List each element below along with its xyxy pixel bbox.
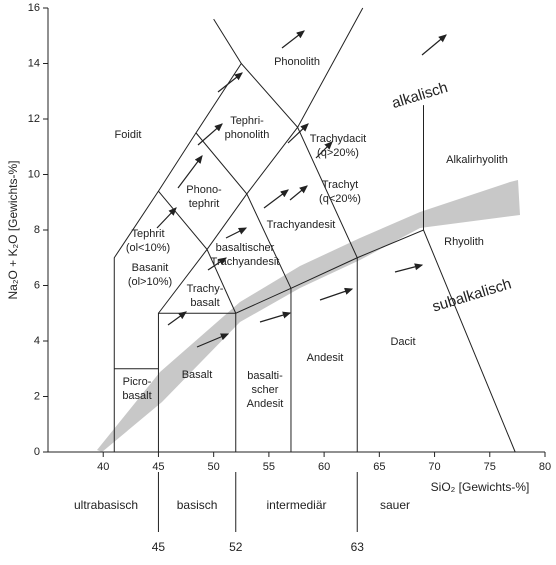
field-boundary bbox=[240, 63, 358, 258]
field-label: Dacit bbox=[390, 336, 415, 348]
field-label: (q>20%) bbox=[317, 147, 359, 159]
field-label: (q<20%) bbox=[319, 193, 361, 205]
field-boundary bbox=[113, 18, 242, 452]
field-label: Picro- bbox=[123, 376, 152, 388]
field-label: scher bbox=[252, 384, 279, 396]
field-label: Phono- bbox=[186, 184, 222, 196]
y-tick-label: 10 bbox=[28, 168, 40, 180]
y-tick-label: 14 bbox=[28, 57, 40, 69]
field-label: Tephrit bbox=[131, 228, 164, 240]
field-label: basaltischer bbox=[216, 242, 275, 254]
y-tick-label: 8 bbox=[34, 224, 40, 236]
x-tick-label: 45 bbox=[152, 461, 164, 473]
class-label: intermediär bbox=[266, 498, 326, 512]
class-bound-label: 52 bbox=[229, 540, 243, 554]
y-tick-label: 0 bbox=[34, 446, 40, 458]
field-boundary bbox=[195, 132, 292, 289]
field-label: tephrit bbox=[189, 198, 220, 210]
field-label: basalt bbox=[122, 390, 151, 402]
y-tick-label: 2 bbox=[34, 390, 40, 402]
class-label: ultrabasisch bbox=[74, 498, 138, 512]
field-label: (ol<10%) bbox=[126, 242, 170, 254]
class-label: sauer bbox=[380, 498, 410, 512]
y-tick-label: 6 bbox=[34, 279, 40, 291]
x-tick-label: 55 bbox=[263, 461, 275, 473]
field-label: Trachyt bbox=[322, 179, 358, 191]
field-label: Trachyandesit bbox=[267, 219, 336, 231]
field-label: (ol>10%) bbox=[128, 276, 172, 288]
field-label: Alkalirhyolith bbox=[446, 154, 508, 166]
series-label: subalkalisch bbox=[430, 275, 513, 315]
x-tick-label: 80 bbox=[539, 461, 551, 473]
y-tick-label: 4 bbox=[34, 335, 40, 347]
class-bound-label: 63 bbox=[351, 540, 365, 554]
class-label: basisch bbox=[177, 498, 218, 512]
field-label: Trachydacit bbox=[310, 133, 366, 145]
class-bound-label: 45 bbox=[152, 540, 166, 554]
arrows bbox=[156, 30, 447, 348]
field-label: Tephri- bbox=[230, 115, 264, 127]
x-tick-label: 70 bbox=[428, 461, 440, 473]
x-axis-label: SiO₂ [Gewichts-%] bbox=[431, 480, 530, 494]
field-label: Trachyandesit bbox=[211, 256, 280, 268]
field-label: basalti- bbox=[247, 370, 283, 382]
field-label: Rhyolith bbox=[444, 236, 484, 248]
field-boundary bbox=[158, 190, 237, 314]
y-tick-label: 12 bbox=[28, 113, 40, 125]
field-label: Trachy- bbox=[187, 283, 224, 295]
field-label: Basalt bbox=[182, 369, 213, 381]
y-axis-label: Na₂O + K₂O [Gewichts-%] bbox=[6, 160, 20, 299]
field-label: Phonolith bbox=[274, 56, 320, 68]
y-tick-label: 16 bbox=[28, 2, 40, 14]
field-label: Andesit bbox=[307, 352, 344, 364]
field-label: Foidit bbox=[115, 129, 142, 141]
field-label: phonolith bbox=[225, 129, 270, 141]
series-label: alkalisch bbox=[390, 79, 450, 112]
x-tick-label: 40 bbox=[97, 461, 109, 473]
field-label: Andesit bbox=[247, 398, 284, 410]
x-tick-label: 65 bbox=[373, 461, 385, 473]
field-label: basalt bbox=[190, 297, 219, 309]
alkaline-band bbox=[97, 180, 520, 452]
field-label: Basanit bbox=[132, 262, 169, 274]
x-tick-label: 60 bbox=[318, 461, 330, 473]
x-tick-label: 50 bbox=[208, 461, 220, 473]
x-tick-label: 75 bbox=[484, 461, 496, 473]
